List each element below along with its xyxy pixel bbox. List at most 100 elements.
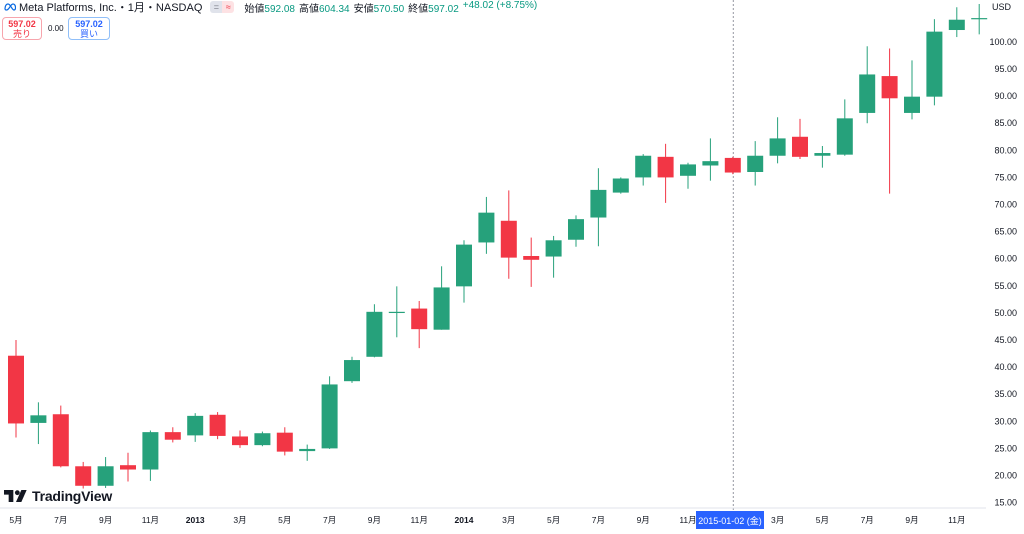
symbol-title[interactable]: Meta Platforms, Inc.・1月・NASDAQ: [19, 2, 203, 14]
change-value: +48.02 (+8.75%): [462, 0, 538, 11]
x-tick-label: 9月: [637, 515, 650, 525]
candle-body: [769, 138, 786, 156]
candle-body: [568, 219, 584, 240]
candle-body: [142, 432, 159, 470]
y-tick-label: 75.00: [994, 172, 1017, 182]
candle: [881, 48, 898, 194]
low-value: 570.50: [373, 3, 405, 15]
x-tick-label: 9月: [99, 515, 112, 525]
compare-toggle-icon[interactable]: = ≈: [210, 1, 235, 13]
y-tick-label: 30.00: [994, 416, 1017, 426]
x-tick-label: 11月: [948, 515, 965, 525]
tradingview-logo[interactable]: TradingView: [4, 488, 112, 504]
candle: [590, 168, 607, 247]
candle-body: [120, 465, 136, 470]
tradingview-wordmark: TradingView: [32, 488, 113, 504]
compare-right-label: ≈: [222, 1, 235, 13]
buy-label: 買い: [79, 28, 98, 39]
candle: [232, 430, 248, 448]
y-tick-label: 45.00: [994, 335, 1017, 345]
buy-price: 597.02: [75, 18, 103, 29]
candle: [120, 452, 136, 482]
candle-body: [299, 448, 316, 452]
meta-logo-icon: [4, 1, 16, 13]
candle: [769, 117, 786, 164]
candle-body: [680, 164, 696, 176]
candle-body: [500, 220, 517, 258]
candle: [75, 461, 92, 489]
candle-body: [523, 256, 540, 260]
buy-button[interactable]: 597.02 買い: [68, 17, 110, 40]
candle: [254, 431, 271, 447]
candle: [568, 215, 584, 247]
candle: [299, 444, 316, 461]
candle-body: [590, 189, 607, 218]
x-tick-label: 9月: [368, 515, 381, 525]
sell-price: 597.02: [8, 18, 36, 29]
candle: [366, 304, 383, 358]
candle-body: [881, 76, 898, 99]
spread-value: 0.00: [48, 24, 64, 33]
candle: [433, 266, 450, 330]
x-tick-label: 2013: [186, 515, 205, 525]
candle-body: [724, 157, 741, 173]
candle-body: [321, 384, 338, 449]
candle-body: [926, 31, 943, 97]
low-label: 安値: [353, 3, 374, 15]
candle: [814, 145, 831, 168]
x-tick-label: 5月: [9, 515, 22, 525]
high-value: 604.34: [318, 3, 350, 15]
candle: [948, 7, 965, 38]
x-tick-label: 7月: [592, 515, 605, 525]
candle: [859, 46, 876, 124]
high-label: 高値: [298, 3, 319, 15]
candle: [30, 402, 47, 445]
x-tick-label: 11月: [679, 515, 696, 525]
candle: [702, 138, 719, 181]
currency-label[interactable]: USD: [992, 2, 1012, 12]
candle: [747, 141, 764, 186]
candle: [612, 177, 629, 194]
tradingview-logo-icon: [4, 489, 28, 503]
candle-body: [164, 432, 181, 440]
candle-body: [344, 360, 360, 382]
candle: [635, 154, 652, 186]
candle-body: [948, 19, 965, 31]
candle-body: [232, 436, 248, 446]
y-axis[interactable]: 15.00 20.00 25.00 30.00 35.00 40.00 45.00 50.00…: [989, 37, 1017, 508]
candle: [680, 162, 696, 189]
candle-body: [276, 432, 293, 452]
candle: [926, 19, 943, 106]
candle: [456, 240, 472, 303]
candle: [971, 4, 988, 35]
candle-body: [971, 18, 988, 20]
candle: [523, 237, 540, 287]
candle-body: [433, 287, 450, 330]
x-axis[interactable]: 5月 7月 9月 11月 2013 3月 5月 7月 9月 11月 2014 3月 5月 7月 9月 11月 3…: [9, 515, 965, 525]
candle: [411, 300, 428, 349]
candle: [52, 405, 69, 468]
candle: [344, 356, 360, 383]
candle: [545, 235, 562, 278]
sell-button[interactable]: 597.02 売り: [2, 17, 42, 40]
x-tick-label: 3月: [771, 515, 784, 525]
candle-body: [388, 311, 405, 314]
candle-body: [747, 155, 764, 172]
symbol-legend: Meta Platforms, Inc.・1月・NASDAQ = ≈ 始値592…: [0, 0, 537, 15]
candle: [792, 118, 808, 159]
candle-body: [75, 466, 92, 486]
candle-body: [411, 308, 428, 330]
x-tick-label: 11月: [142, 515, 159, 525]
candle-body: [904, 96, 920, 113]
candle: [142, 430, 159, 481]
open-value: 592.08: [264, 3, 295, 15]
candle-body: [478, 212, 495, 243]
x-tick-label: 5月: [816, 515, 829, 525]
candle-body: [702, 161, 719, 166]
candle-body: [366, 311, 383, 357]
y-tick-label: 95.00: [994, 64, 1017, 74]
candle-body: [836, 118, 853, 155]
ohlc-values: 始値592.08 高値604.34 安値570.50 終値597.02 +48.…: [244, 0, 537, 15]
candle-body: [612, 178, 629, 193]
